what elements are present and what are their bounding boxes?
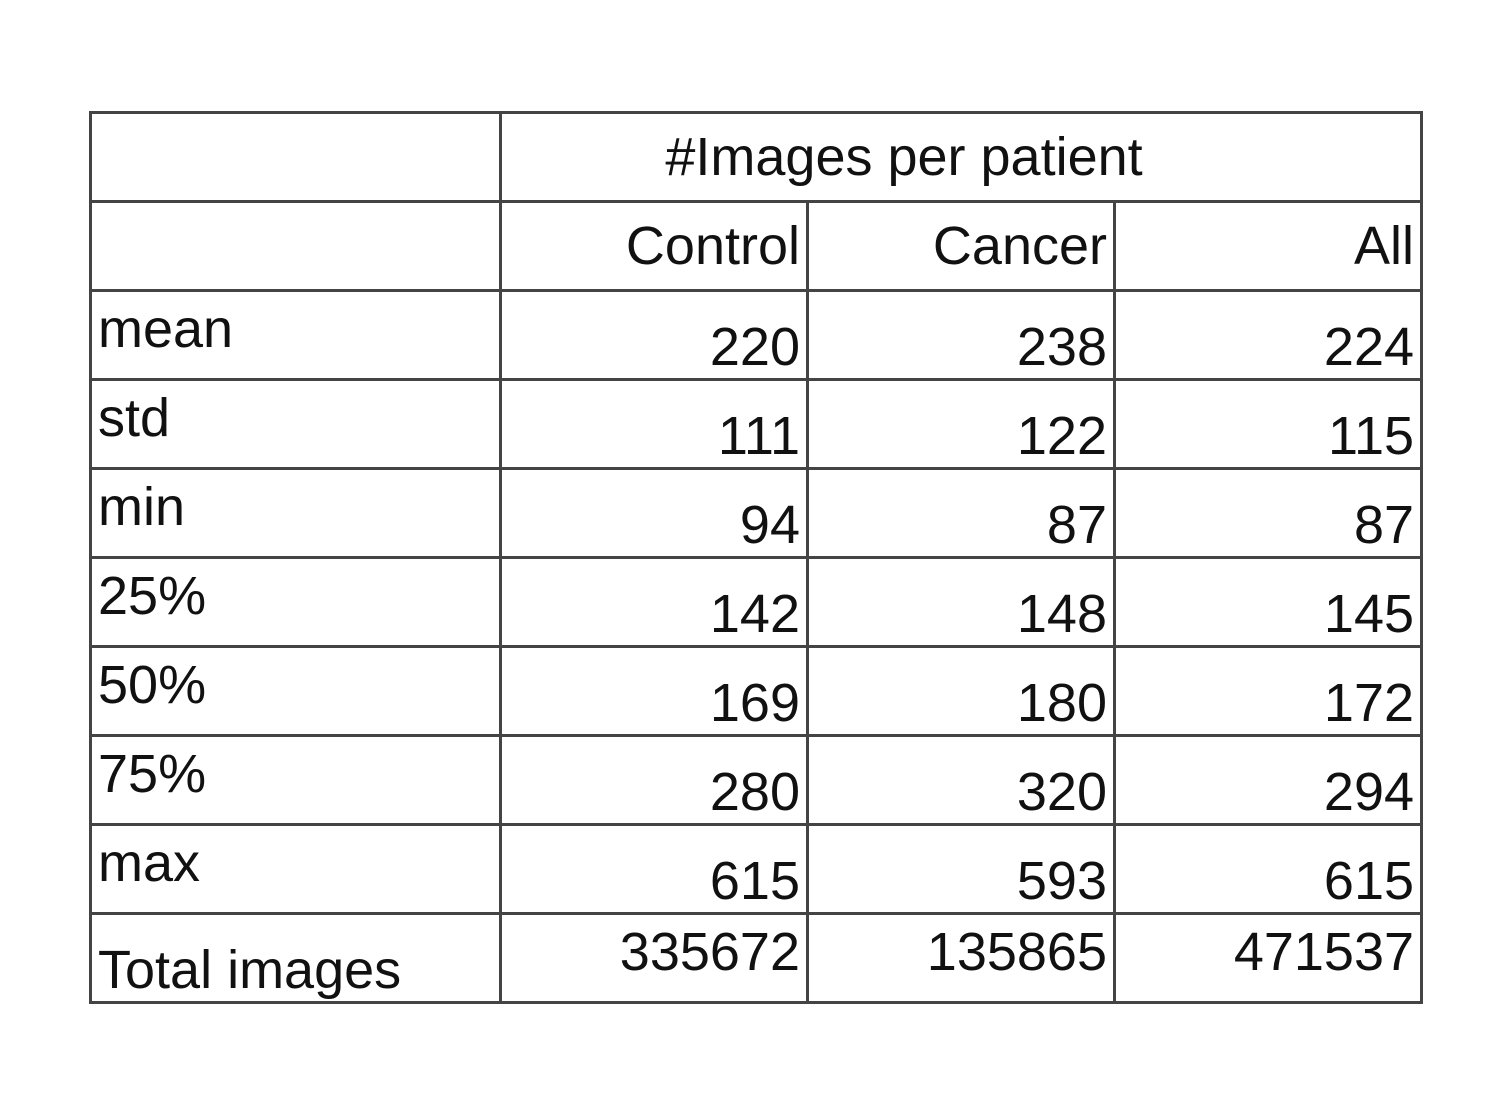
row-label: std — [89, 378, 502, 470]
cell-all: 87 — [1112, 467, 1424, 559]
table-row: max 615 593 615 — [89, 823, 1424, 915]
cell-all: 224 — [1112, 289, 1424, 381]
cell-all: 294 — [1112, 734, 1424, 826]
group-header: #Images per patient — [498, 111, 1424, 203]
row-label: mean — [89, 289, 502, 381]
corner-cell — [89, 111, 502, 203]
group-header-row: #Images per patient — [89, 111, 1424, 203]
column-header-control: Control — [499, 200, 809, 292]
cell-cancer: 180 — [806, 645, 1116, 737]
table-row: min 94 87 87 — [89, 467, 1424, 559]
table-row-total: Total images 335672 135865 471537 — [89, 912, 1424, 1004]
cell-control: 335672 — [499, 912, 809, 1004]
cell-all: 115 — [1112, 378, 1424, 470]
cell-cancer: 593 — [806, 823, 1116, 915]
table-row: mean 220 238 224 — [89, 289, 1424, 381]
cell-cancer: 238 — [806, 289, 1116, 381]
cell-control: 280 — [499, 734, 809, 826]
cell-all: 615 — [1112, 823, 1424, 915]
column-header-row: Control Cancer All — [89, 200, 1424, 292]
cell-control: 220 — [499, 289, 809, 381]
row-label: max — [89, 823, 502, 915]
cell-all: 471537 — [1112, 912, 1424, 1004]
cell-control: 142 — [499, 556, 809, 648]
cell-control: 94 — [499, 467, 809, 559]
row-label: min — [89, 467, 502, 559]
cell-cancer: 148 — [806, 556, 1116, 648]
cell-all: 145 — [1112, 556, 1424, 648]
row-label: 25% — [89, 556, 502, 648]
table-row: 50% 169 180 172 — [89, 645, 1424, 737]
table-row: std 111 122 115 — [89, 378, 1424, 470]
row-label: 75% — [89, 734, 502, 826]
cell-cancer: 122 — [806, 378, 1116, 470]
cell-cancer: 87 — [806, 467, 1116, 559]
cell-cancer: 135865 — [806, 912, 1116, 1004]
column-header-all: All — [1112, 200, 1424, 292]
cell-cancer: 320 — [806, 734, 1116, 826]
cell-control: 615 — [499, 823, 809, 915]
statistics-table: #Images per patient Control Cancer All m… — [89, 111, 1424, 1004]
cell-all: 172 — [1112, 645, 1424, 737]
cell-control: 111 — [499, 378, 809, 470]
cell-control: 169 — [499, 645, 809, 737]
row-label: Total images — [89, 912, 502, 1004]
column-header-cancer: Cancer — [806, 200, 1116, 292]
corner-cell — [89, 200, 502, 292]
table-row: 25% 142 148 145 — [89, 556, 1424, 648]
table-row: 75% 280 320 294 — [89, 734, 1424, 826]
row-label: 50% — [89, 645, 502, 737]
